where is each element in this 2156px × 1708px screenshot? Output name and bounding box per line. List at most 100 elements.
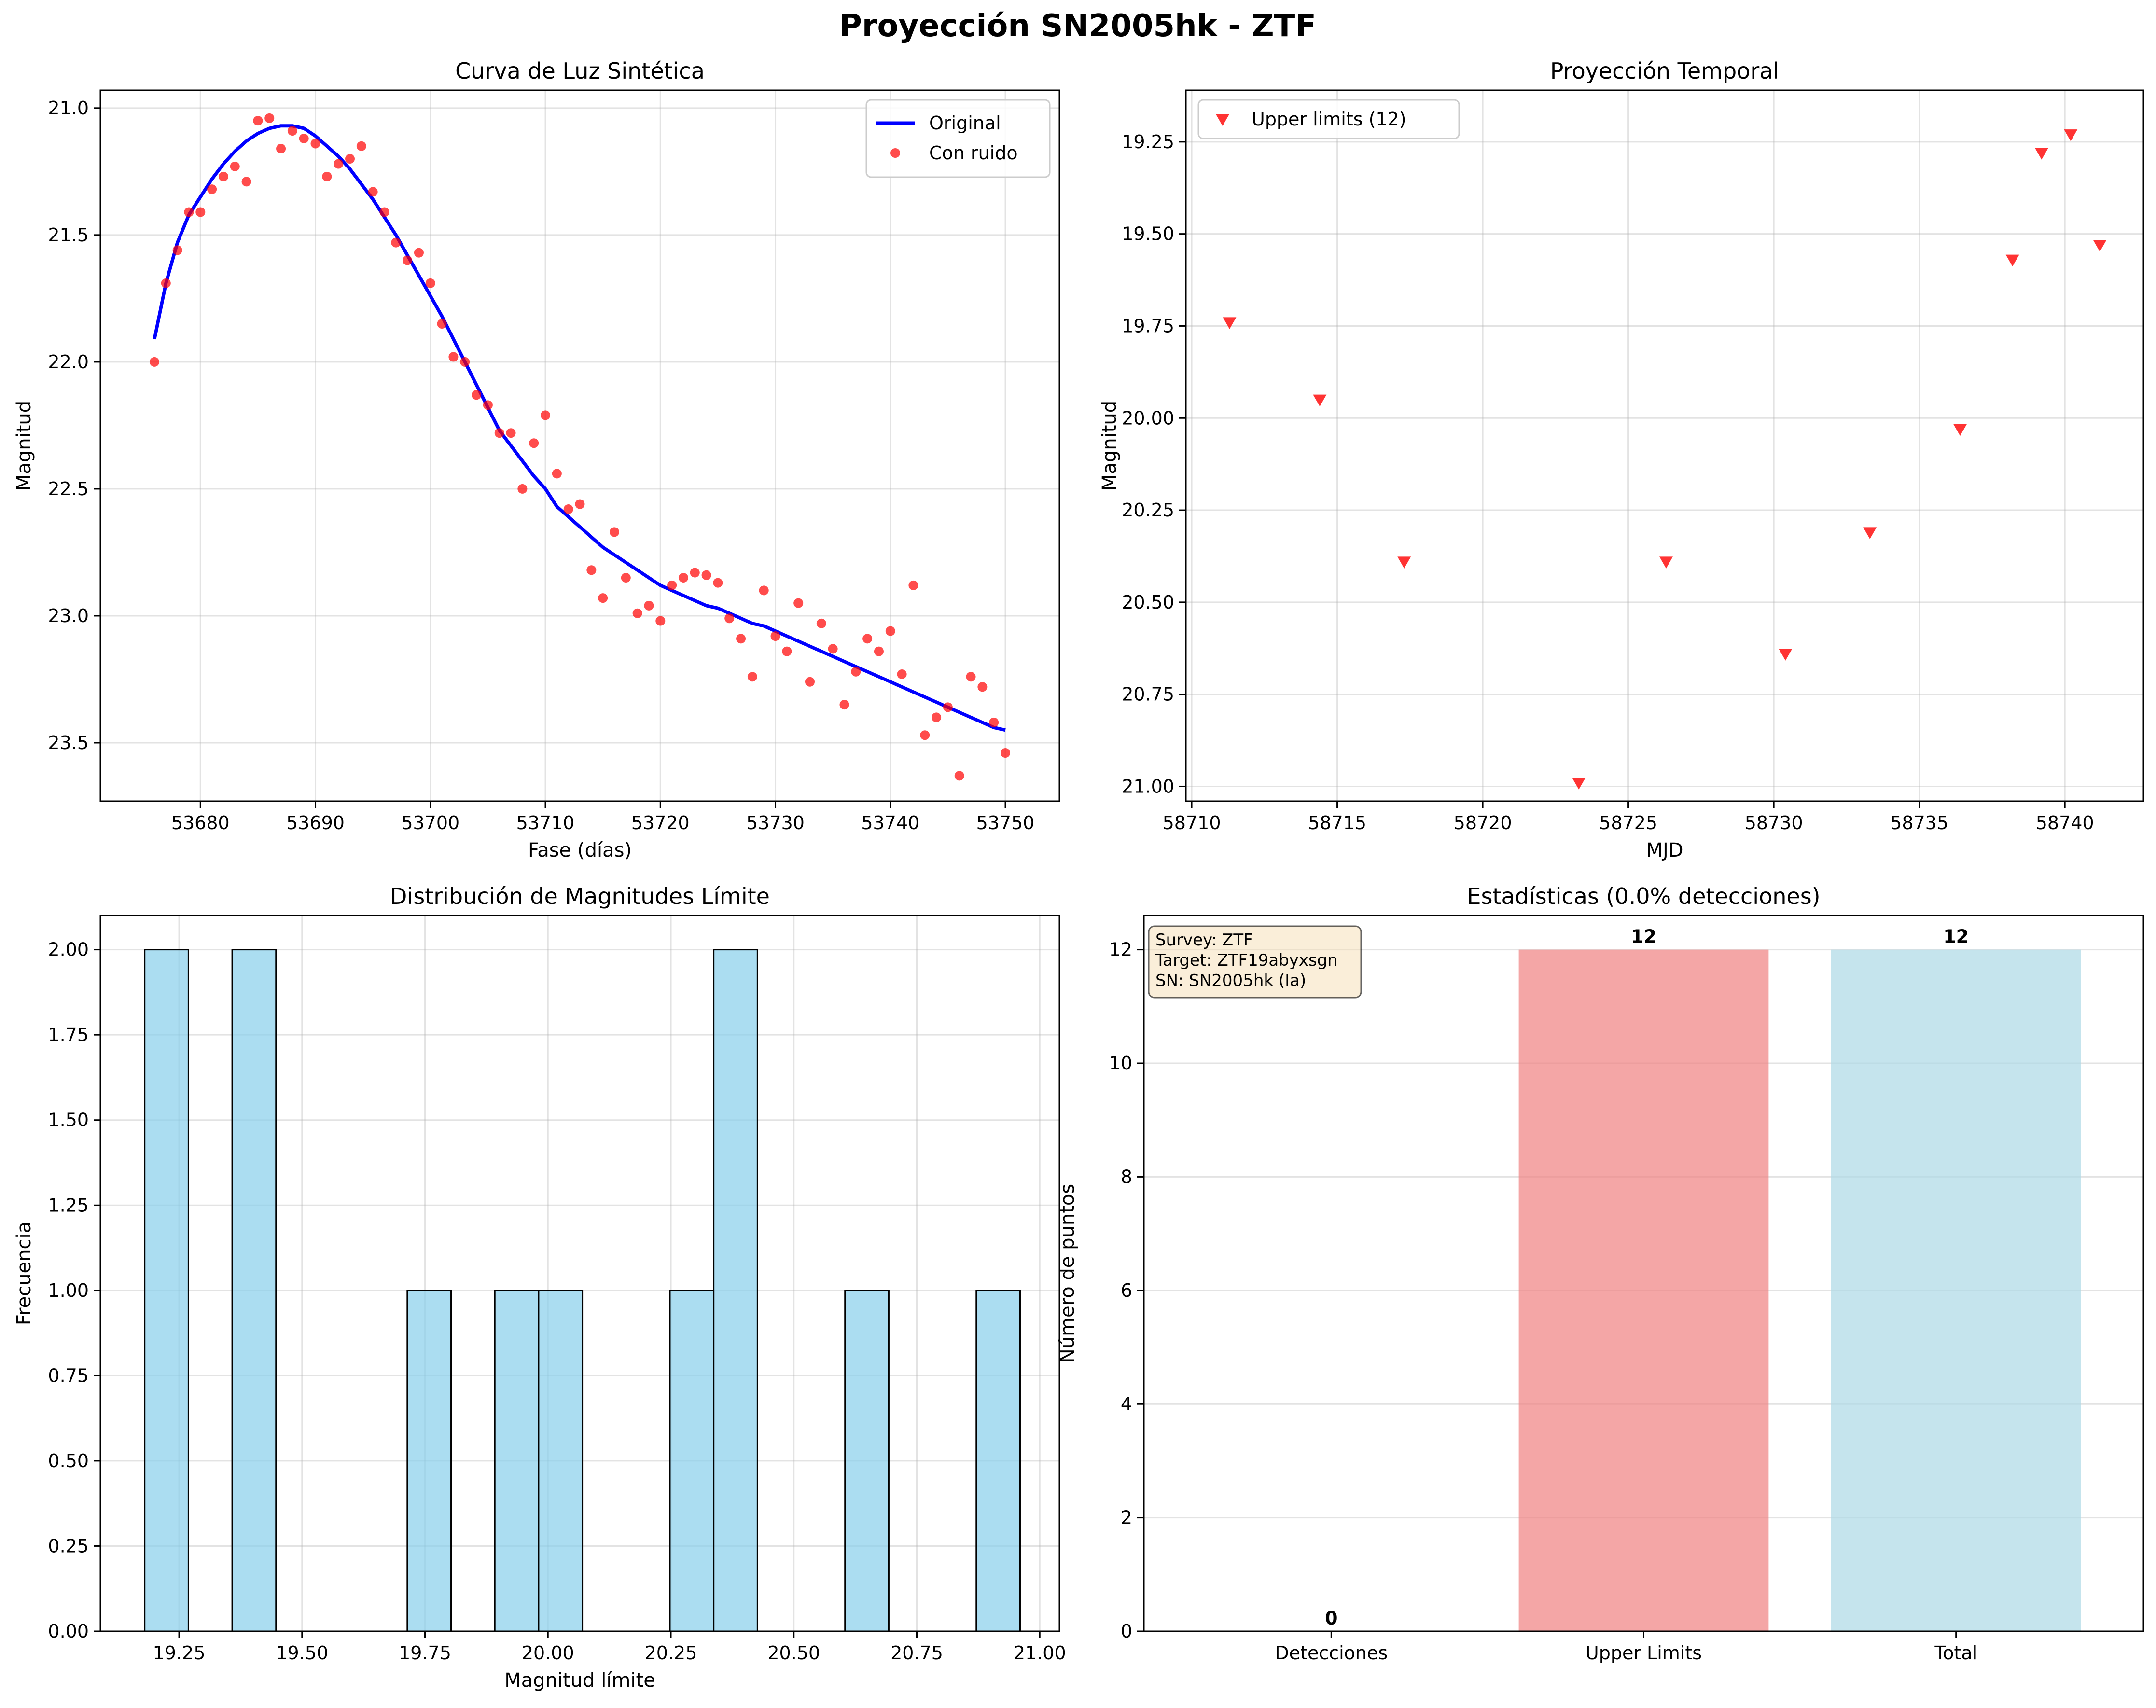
- projection-panel: 58710 58715 58720 58725 58730 58735 58740 19.25…: [1099, 58, 2144, 861]
- noisy-point: [862, 634, 873, 644]
- noisy-point: [793, 598, 804, 608]
- noisy-point: [621, 573, 631, 583]
- histogram-bar: [669, 1290, 715, 1632]
- y-tick-label: 19.25: [1122, 131, 1174, 153]
- noisy-point: [483, 400, 493, 410]
- histogram-bar: [844, 1290, 890, 1632]
- x-tick-label: Detecciones: [1275, 1642, 1388, 1664]
- x-tick-label: Upper Limits: [1586, 1642, 1702, 1664]
- noisy-point: [943, 702, 953, 712]
- noisy-point: [379, 207, 389, 217]
- x-tick-label: 53740: [861, 812, 919, 833]
- noisy-point: [299, 133, 309, 143]
- y-tick-label: 0: [1121, 1621, 1132, 1642]
- upper-limit-marker: [1659, 556, 1673, 569]
- noisy-point: [541, 410, 551, 420]
- histogram-bar: [406, 1290, 452, 1632]
- noisy-point: [874, 646, 884, 656]
- axes-title: Distribución de Magnitudes Límite: [390, 883, 770, 909]
- y-tick-label: 0.50: [48, 1450, 89, 1472]
- histogram-bar: [713, 949, 758, 1632]
- x-tick-label: 19.50: [276, 1642, 328, 1664]
- noisy-point: [782, 646, 792, 656]
- x-tick-label: 53750: [976, 812, 1035, 833]
- noisy-point: [460, 357, 470, 367]
- x-tick-label: 53710: [516, 812, 575, 833]
- y-tick-label: 2: [1121, 1507, 1132, 1528]
- noisy-point: [310, 139, 320, 149]
- noisy-point: [517, 484, 528, 494]
- noisy-point: [908, 580, 918, 590]
- noisy-point: [701, 570, 711, 580]
- noisy-point: [759, 585, 769, 596]
- noisy-point: [816, 618, 826, 628]
- noisy-point: [563, 504, 573, 514]
- y-tick-label: 0.25: [48, 1535, 89, 1556]
- noisy-point: [241, 177, 251, 187]
- y-tick-label: 20.00: [1122, 407, 1174, 429]
- x-tick-label: 58710: [1163, 812, 1221, 833]
- legend-label-upper-limits: Upper limits (12): [1252, 109, 1406, 130]
- noisy-point: [770, 631, 780, 641]
- x-axis-label: MJD: [1646, 839, 1683, 861]
- stat-bar: [1831, 949, 2081, 1631]
- x-axis-label: Fase (días): [528, 839, 632, 861]
- y-tick-label: 1.25: [48, 1194, 89, 1216]
- y-axis-label: Magnitud: [1099, 401, 1121, 491]
- upper-limit-marker: [1572, 778, 1586, 790]
- noisy-point: [494, 428, 504, 438]
- upper-limit-marker: [2064, 129, 2078, 141]
- y-tick-label: 23.0: [48, 605, 89, 626]
- axes-frame: [99, 89, 1060, 802]
- noisy-point: [839, 700, 849, 710]
- y-tick-label: 12: [1109, 939, 1132, 960]
- noisy-point: [356, 141, 366, 151]
- axes-frame: [1185, 89, 2144, 802]
- legend-box: [865, 99, 1051, 178]
- noisy-point: [851, 667, 861, 677]
- noisy-point: [195, 207, 206, 217]
- histogram-bar: [231, 949, 277, 1632]
- y-tick-label: 1.75: [48, 1024, 89, 1045]
- x-tick-label: 20.50: [767, 1642, 820, 1664]
- axes-frame: [1143, 915, 2144, 1632]
- bar-value-label: 12: [1943, 926, 1969, 947]
- noisy-point: [977, 682, 988, 692]
- info-box-line: SN: SN2005hk (Ia): [1155, 971, 1306, 990]
- axes-title: Estadísticas (0.0% detecciones): [1467, 883, 1820, 909]
- noisy-point: [667, 580, 677, 590]
- noisy-point: [724, 613, 735, 624]
- x-tick-label: 19.25: [153, 1642, 206, 1664]
- upper-limit-marker: [2093, 240, 2107, 252]
- upper-limit-marker: [2034, 148, 2048, 160]
- y-tick-label: 22.0: [48, 351, 89, 373]
- y-tick-label: 4: [1121, 1393, 1132, 1415]
- noisy-point: [828, 644, 838, 654]
- info-box-line: Survey: ZTF: [1155, 930, 1253, 950]
- noisy-point: [230, 161, 240, 171]
- y-tick-label: 6: [1121, 1280, 1132, 1301]
- noisy-point: [391, 237, 401, 248]
- legend-swatch-upper-limits: [1216, 114, 1229, 126]
- noisy-point: [598, 593, 608, 603]
- noisy-point: [609, 527, 619, 537]
- noisy-point: [736, 634, 746, 644]
- noisy-point: [472, 390, 482, 400]
- noisy-point: [414, 248, 424, 258]
- x-tick-label: 21.00: [1014, 1642, 1066, 1664]
- y-tick-label: 10: [1109, 1053, 1132, 1074]
- noisy-point: [805, 677, 815, 687]
- noisy-point: [575, 499, 585, 509]
- noisy-point: [322, 171, 332, 181]
- histogram-bar: [538, 1290, 584, 1632]
- noisy-point: [932, 712, 942, 722]
- figure-suptitle: Proyección SN2005hk - ZTF: [839, 8, 1316, 44]
- noisy-point: [1001, 748, 1011, 758]
- y-tick-label: 2.00: [48, 939, 89, 960]
- y-tick-label: 1.00: [48, 1280, 89, 1301]
- noisy-point: [747, 672, 757, 682]
- y-tick-label: 0.75: [48, 1365, 89, 1386]
- x-tick-label: 53690: [286, 812, 345, 833]
- noisy-point: [287, 126, 297, 136]
